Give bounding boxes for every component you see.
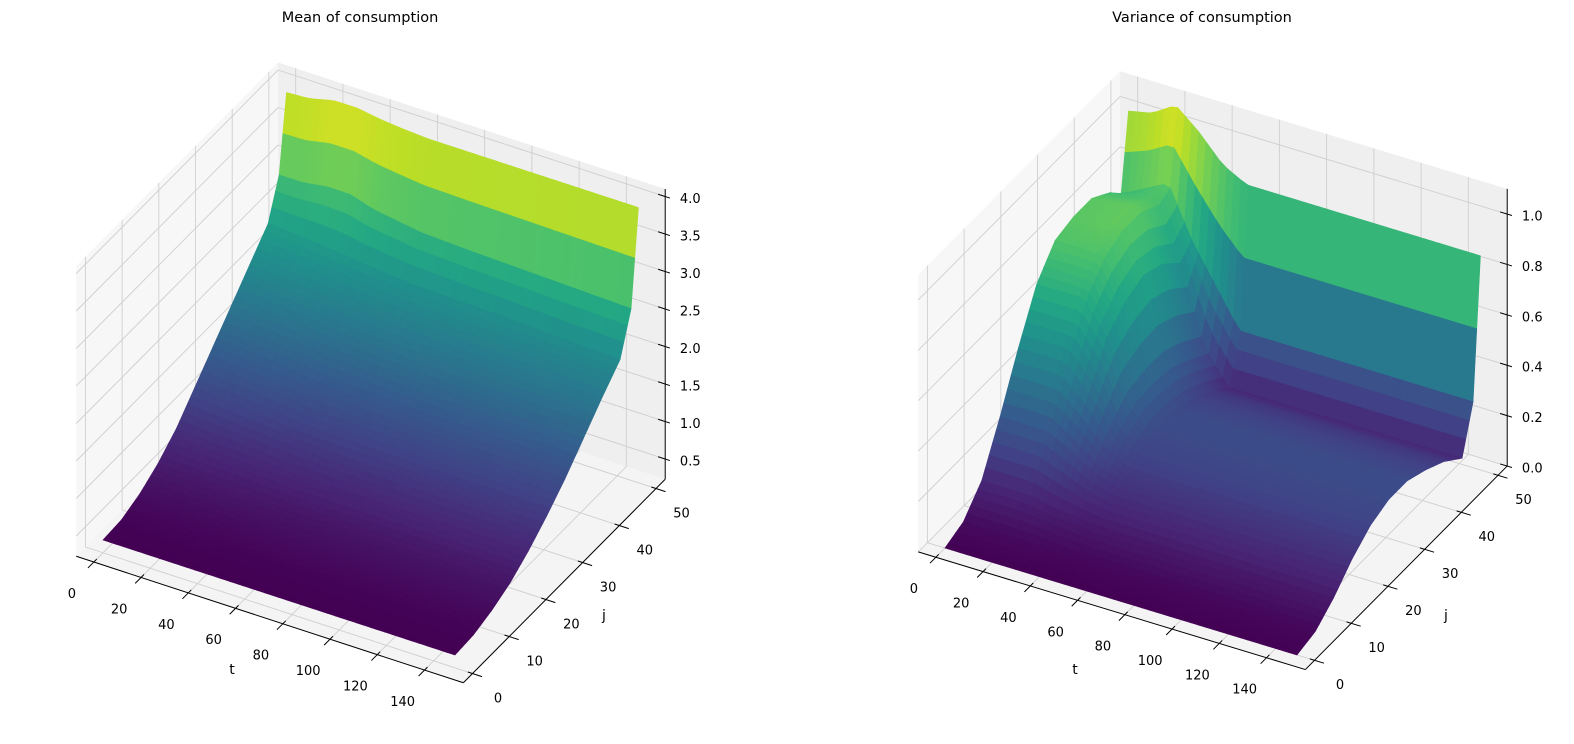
y-tick-label: 20 [563, 618, 580, 633]
y-tick-label: 0 [494, 692, 502, 707]
x-tick-label: 0 [68, 587, 76, 602]
z-tick-label: 2.5 [680, 305, 701, 320]
gridline [75, 219, 279, 424]
gridline [75, 182, 279, 387]
gridline [85, 546, 473, 674]
z-tick-label: 0.5 [680, 455, 701, 470]
z-tick-label: 4.0 [680, 192, 701, 207]
x-tick-label: 140 [390, 695, 415, 710]
z-tick-label: 1.0 [680, 417, 701, 432]
z-tick-label: 3.0 [680, 267, 701, 282]
y-tick-label: 30 [600, 581, 617, 596]
z-tick-label: 2.0 [680, 342, 701, 357]
left-pane [76, 62, 279, 557]
z-tick-label: 1.5 [680, 380, 701, 395]
x-tick-label: 20 [111, 602, 128, 617]
x-tick-label: 80 [253, 649, 270, 664]
surface [102, 92, 639, 656]
y-tick-label: 10 [526, 655, 543, 670]
gridline [277, 69, 666, 197]
y-tick-label: 50 [673, 507, 690, 522]
gridline [75, 69, 279, 274]
x-tick-label: 60 [205, 633, 222, 648]
y-tick-label: 40 [637, 544, 654, 559]
mean-consumption-plot: 0 20 40 60 80 100 120 140 0 10 20 30 40 50 0.5 1.0 1.5 2.… [68, 62, 701, 710]
x-tick-label: 120 [343, 680, 368, 695]
x-tick-label: 100 [296, 664, 321, 679]
gridline [75, 107, 279, 312]
gridline [75, 144, 279, 349]
x-tick-label: 40 [158, 618, 175, 633]
z-tick-label: 3.5 [680, 230, 701, 245]
